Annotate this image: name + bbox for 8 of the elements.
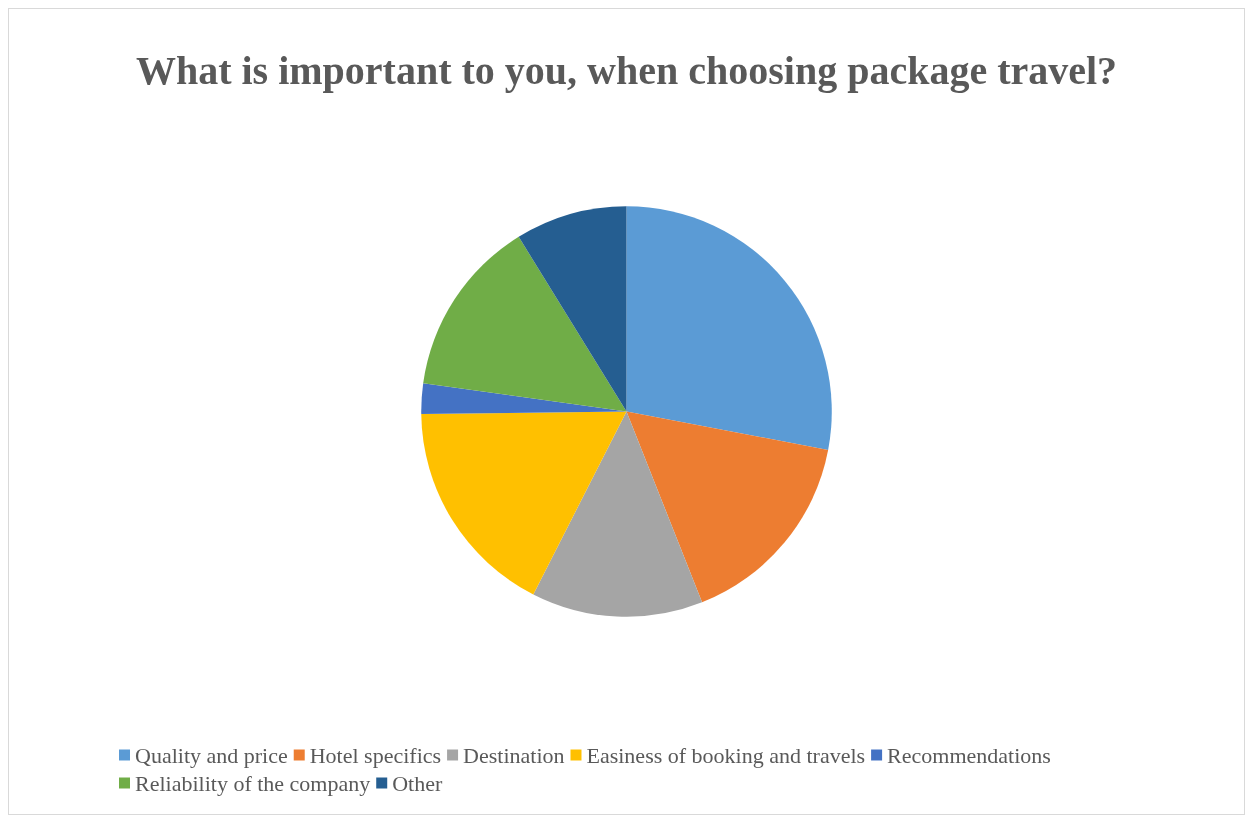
legend-label: Quality and price: [135, 742, 288, 768]
legend-label: Easiness of booking and travels: [586, 742, 866, 768]
legend-label: Destination: [463, 742, 565, 768]
legend-label: Recommendations: [887, 742, 1051, 768]
legend-label: Reliability of the company: [135, 770, 371, 796]
chart-title: What is important to you, when choosing package travel?: [135, 47, 1118, 93]
legend-label: Other: [392, 770, 443, 796]
legend-label: Hotel specifics: [309, 742, 442, 768]
